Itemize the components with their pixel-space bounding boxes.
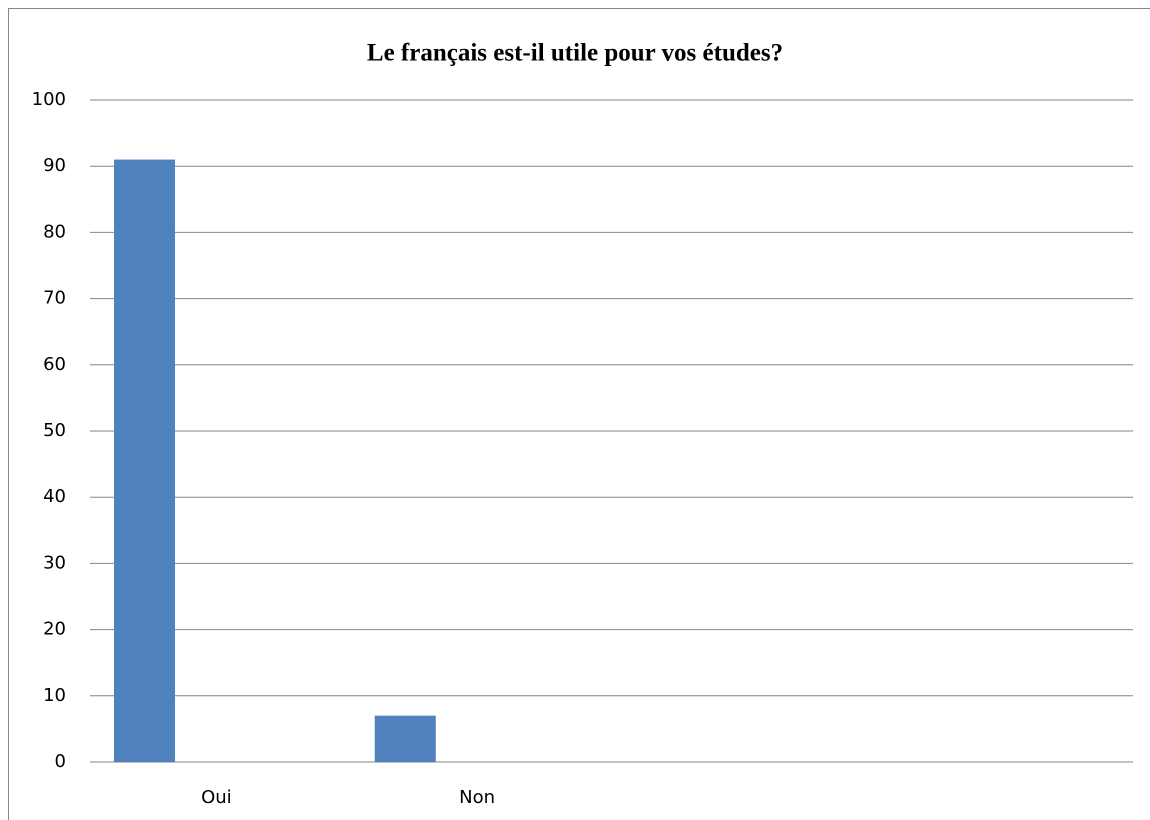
y-tick-label: 20 [43, 619, 66, 640]
chart-title: Le français est-il utile pour vos études… [367, 40, 783, 67]
y-tick-label: 80 [43, 221, 66, 242]
y-tick-label: 40 [43, 486, 66, 507]
y-tick-label: 0 [55, 751, 66, 772]
y-tick-label: 60 [43, 354, 66, 375]
x-tick-label: Non [459, 787, 495, 808]
y-tick-label: 100 [32, 89, 66, 110]
x-tick-label: Oui [201, 787, 232, 808]
chart-frame [8, 8, 1150, 820]
y-tick-label: 10 [43, 685, 66, 706]
y-tick-label: 50 [43, 420, 66, 441]
bar [374, 715, 436, 762]
y-tick-label: 30 [43, 552, 66, 573]
bar [113, 159, 176, 762]
y-tick-label: 90 [43, 155, 66, 176]
y-tick-label: 70 [43, 288, 66, 309]
